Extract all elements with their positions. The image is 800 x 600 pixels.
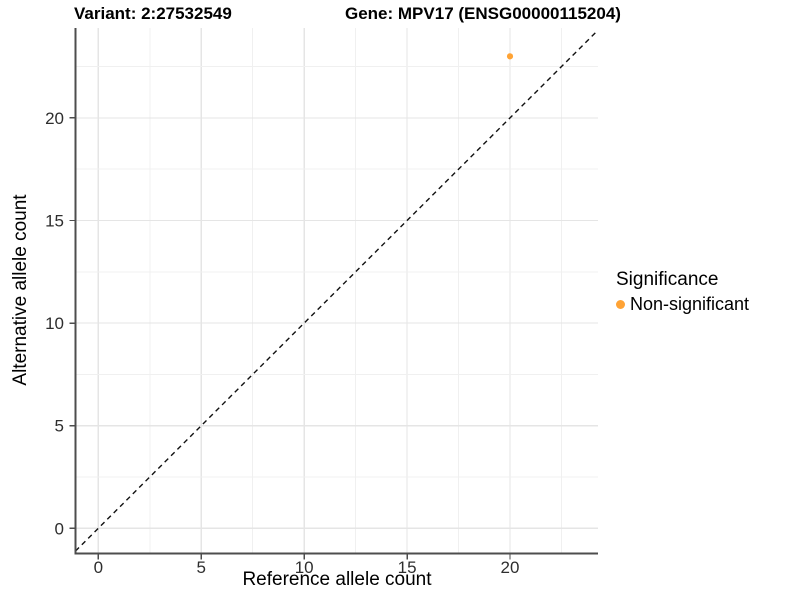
- x-axis-title: Reference allele count: [242, 569, 432, 590]
- legend-item: Non-significant: [616, 294, 749, 314]
- gene-title: Gene: MPV17 (ENSG00000115204): [345, 4, 621, 23]
- x-tick-label: 15: [398, 558, 417, 577]
- x-tick-label: 5: [196, 558, 205, 577]
- data-point: [506, 53, 514, 60]
- y-tick-label: 15: [45, 212, 64, 231]
- x-tick-label: 20: [501, 558, 520, 577]
- y-tick-label: 20: [45, 109, 64, 128]
- x-tick-label: 10: [295, 558, 314, 577]
- x-tick-label: 0: [94, 558, 103, 577]
- y-tick-label: 5: [55, 417, 64, 436]
- y-axis-title: Alternative allele count: [10, 194, 31, 386]
- legend-title: Significance: [616, 269, 719, 290]
- identity-line: [74, 29, 599, 552]
- y-tick-label: 10: [45, 314, 64, 333]
- y-tick-label: 0: [55, 519, 64, 538]
- legend-key-dot-icon: [616, 299, 625, 309]
- legend-item-label: Non-significant: [630, 294, 750, 314]
- variant-title: Variant: 2:27532549: [74, 4, 232, 23]
- legend: Significance Non-significant: [616, 269, 749, 314]
